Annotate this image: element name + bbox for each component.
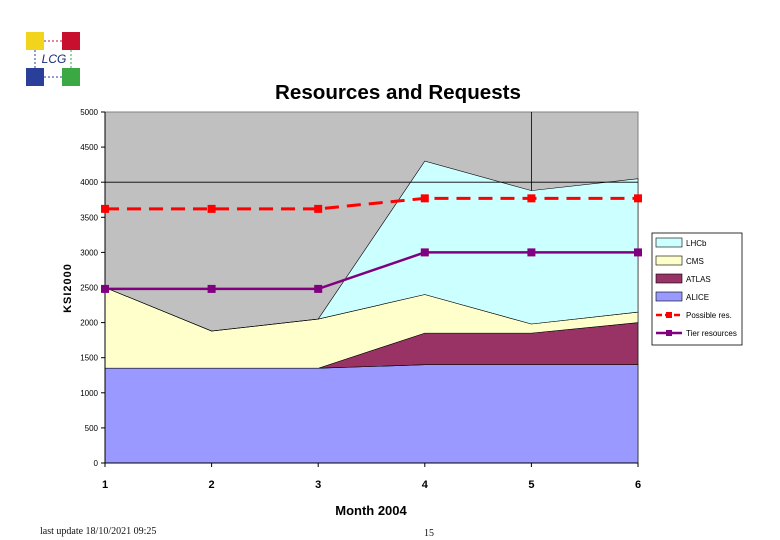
- y-tick-label: 1500: [80, 354, 98, 363]
- y-axis-label: KSI2000: [62, 263, 74, 313]
- logo-square-yellow: [26, 32, 44, 50]
- legend-marker-possible-res: [666, 312, 672, 318]
- y-tick-label: 2000: [80, 319, 98, 328]
- x-tick-label: 3: [315, 479, 321, 491]
- logo-square-green: [62, 68, 80, 86]
- marker-possible-res: [420, 194, 429, 203]
- marker-possible-res: [527, 194, 536, 203]
- x-tick-label: 1: [102, 479, 108, 491]
- legend-label-cms: CMS: [686, 257, 704, 266]
- x-tick-label: 5: [528, 479, 534, 491]
- logo-square-blue: [26, 68, 44, 86]
- line-tier-resources: [105, 251, 638, 291]
- y-tick-label: 4500: [80, 143, 98, 152]
- footer-update-text: last update 18/10/2021 09:25: [40, 526, 157, 537]
- x-tick-label: 4: [422, 479, 429, 491]
- marker-possible-res: [101, 204, 109, 213]
- legend-swatch-alice: [655, 291, 683, 302]
- legend-swatch-lhcb: [655, 237, 683, 248]
- legend-label-tier-resources: Tier resources: [686, 329, 737, 338]
- y-tick-label: 2500: [80, 284, 98, 293]
- lcg-logo: LCG: [26, 32, 80, 86]
- x-tick-label: 2: [209, 479, 215, 491]
- legend-label-alice: ALICE: [686, 293, 709, 302]
- marker-tier-resources: [527, 248, 536, 257]
- y-tick-label: 4000: [80, 178, 98, 187]
- y-tick-label: 1000: [80, 389, 98, 398]
- area-lhcb: [104, 160, 639, 332]
- marker-tier-resources: [634, 248, 642, 257]
- legend-marker-tier-resources: [666, 330, 672, 336]
- y-tick-label: 3000: [80, 248, 98, 257]
- x-tick-label: 6: [635, 479, 641, 491]
- legend-swatch-atlas: [655, 273, 683, 284]
- y-tick-label: 0: [94, 459, 99, 468]
- legend-label-lhcb: LHCb: [686, 239, 707, 248]
- x-axis-label: Month 2004: [335, 503, 407, 518]
- marker-tier-resources: [207, 284, 216, 293]
- legend-label-possible-res: Possible res.: [686, 311, 732, 320]
- logo-text: LCG: [42, 52, 67, 66]
- marker-possible-res: [314, 204, 323, 213]
- y-tick-label: 5000: [80, 108, 98, 117]
- line-possible-res: [105, 196, 638, 211]
- marker-tier-resources: [314, 284, 323, 293]
- legend-label-atlas: ATLAS: [686, 275, 711, 284]
- area-alice: [104, 364, 639, 464]
- chart-title: Resources and Requests: [275, 82, 521, 104]
- y-tick-label: 3500: [80, 213, 98, 222]
- page-number: 15: [424, 528, 434, 539]
- y-tick-label: 500: [85, 424, 99, 433]
- marker-possible-res: [634, 194, 642, 203]
- marker-possible-res: [207, 204, 216, 213]
- legend-box: [651, 232, 743, 346]
- legend-swatch-cms: [655, 255, 683, 266]
- marker-tier-resources: [101, 284, 109, 293]
- logo-square-red: [62, 32, 80, 50]
- marker-tier-resources: [420, 248, 429, 257]
